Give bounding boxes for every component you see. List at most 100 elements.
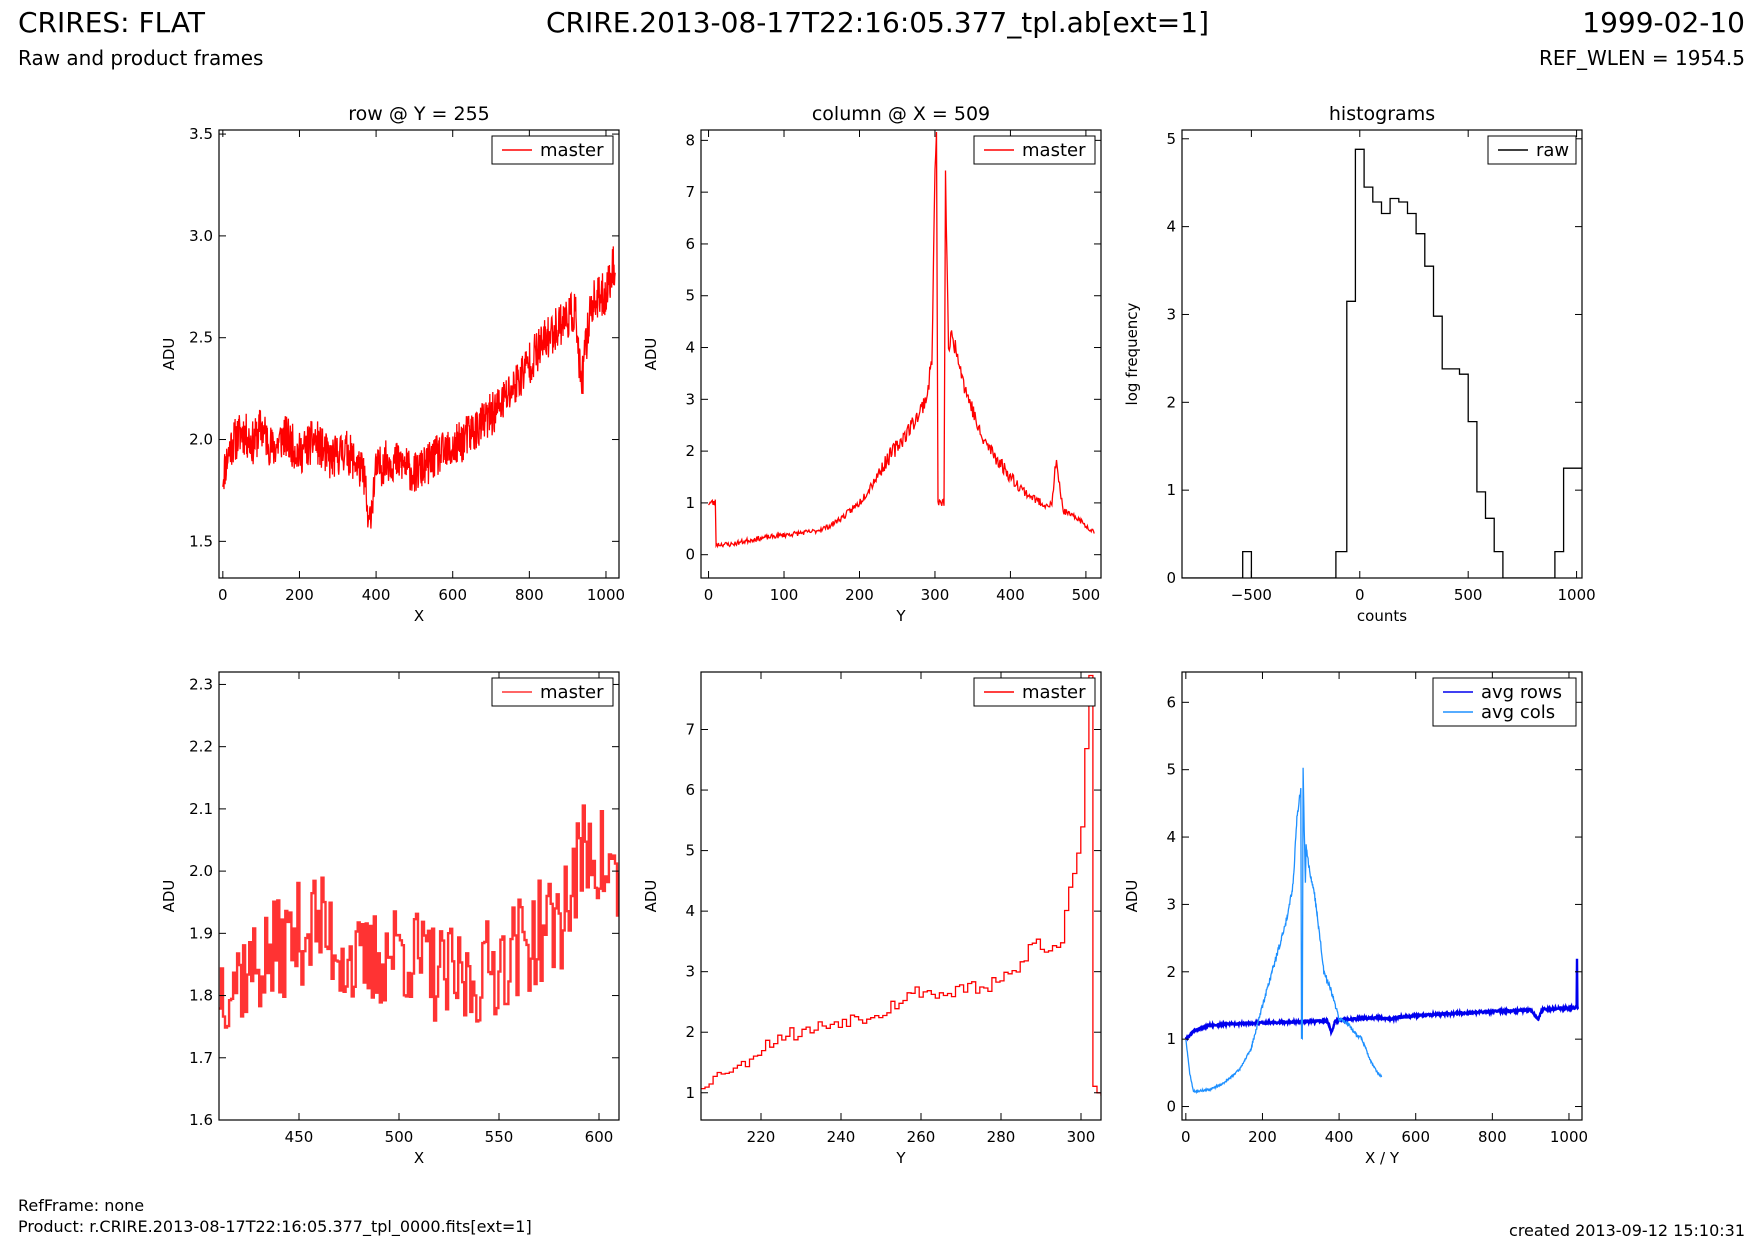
created-timestamp: created 2013-09-12 15:10:31 [1509,1221,1745,1240]
x-tick-label: 1000 [1557,586,1595,604]
legend: master [491,677,614,707]
x-tick-label: 260 [907,1128,936,1146]
y-tick-label: 2.5 [189,329,213,347]
x-tick-label: 400 [362,586,391,604]
legend-entry: master [1022,140,1086,161]
chart-title: column @ X = 509 [812,103,990,125]
chart-avg: 0 200 400 600 800 1000 0 1 2 3 4 5 6 X / Y ADU avg rows… [1123,671,1588,1167]
x-tick-label: 500 [1072,586,1101,604]
legend: master [973,135,1096,165]
x-tick-label: 0 [1355,586,1365,604]
plot-frame [700,129,1102,579]
x-tick-label: 800 [1478,1128,1507,1146]
x-tick-label: 200 [285,586,314,604]
y-tick-label: 2.0 [189,431,213,449]
chart-row: 0 200 400 600 800 1000 1.5 2.0 2.5 3.0 3.5 row @ Y … [160,103,625,625]
x-tick-label: 400 [1325,1128,1354,1146]
legend-entry: master [1022,682,1086,703]
plot-frame [218,129,620,579]
y-tick-label: 5 [685,287,695,305]
y-tick-label: 2.0 [189,862,213,880]
x-axis-label: Y [895,1149,906,1167]
x-tick-label: 550 [485,1128,514,1146]
y-tick-label: 5 [1166,761,1176,779]
x-tick-label: 600 [585,1128,614,1146]
y-tick-label: 3.5 [189,125,213,143]
y-tick-label: 6 [1166,693,1176,711]
x-tick-label: −500 [1231,586,1272,604]
y-tick-label: 3 [1166,305,1176,323]
y-tick-label: 3 [685,963,695,981]
y-tick-label: 2 [1166,393,1176,411]
legend-entry: avg cols [1481,702,1555,723]
x-tick-label: 100 [770,586,799,604]
observation-date: 1999-02-10 [1582,6,1745,39]
x-tick-label: 300 [921,586,950,604]
y-tick-label: 2 [1166,963,1176,981]
y-tick-label: 1.5 [189,532,213,550]
y-tick-label: 6 [685,235,695,253]
frame-name: CRIRE.2013-08-17T22:16:05.377_tpl.ab[ext… [545,6,1209,39]
y-tick-label: 1.8 [189,987,213,1005]
x-tick-label: 300 [1067,1128,1096,1146]
x-tick-label: 500 [1454,586,1483,604]
y-tick-label: 2.1 [189,800,213,818]
series-master [219,804,619,1029]
y-tick-label: 8 [685,131,695,149]
y-tick-label: 2.2 [189,738,213,756]
plot-frame [700,671,1102,1121]
y-tick-label: 3.0 [189,227,213,245]
x-tick-label: 450 [285,1128,314,1146]
x-tick-label: 1000 [1550,1128,1588,1146]
x-tick-label: 600 [438,586,467,604]
y-tick-label: 5 [1166,130,1176,148]
y-axis-label: ADU [160,338,178,371]
x-tick-label: 600 [1401,1128,1430,1146]
y-tick-label: 3 [685,390,695,408]
y-tick-label: 1 [1166,1030,1176,1048]
y-tick-label: 4 [1166,828,1176,846]
x-tick-label: 220 [747,1128,776,1146]
x-axis-label: Y [895,607,906,625]
y-tick-label: 4 [685,902,695,920]
chart-title: row @ Y = 255 [348,103,490,125]
series-raw [1182,148,1582,578]
y-tick-label: 4 [1166,218,1176,236]
legend-entry: master [540,682,604,703]
y-axis-label: ADU [642,338,660,371]
x-axis-label: X / Y [1365,1149,1400,1167]
y-tick-label: 1.9 [189,924,213,942]
chart-title: histograms [1329,103,1435,125]
y-tick-label: 5 [685,842,695,860]
y-tick-label: 0 [685,546,695,564]
x-axis-label: X [414,1149,424,1167]
y-tick-label: 2 [685,1023,695,1041]
x-tick-label: 0 [218,586,228,604]
y-axis-label: log frequency [1123,302,1141,405]
series-avg-cols [1185,767,1383,1095]
y-axis-label: ADU [642,880,660,913]
legend: master [973,677,1096,707]
legend: master [491,135,614,165]
x-tick-label: 800 [515,586,544,604]
series-master [222,246,616,529]
series-master [707,131,1095,549]
legend-entry: avg rows [1481,682,1562,703]
series-avg-rows [1184,958,1580,1042]
y-tick-label: 1 [1166,481,1176,499]
x-tick-label: 500 [385,1128,414,1146]
x-tick-label: 0 [704,586,714,604]
series-master [701,674,1101,1096]
page-subtitle: Raw and product frames [18,46,264,70]
y-tick-label: 1.7 [189,1049,213,1067]
y-tick-label: 0 [1166,1098,1176,1116]
legend-entry: master [540,140,604,161]
ref-frame-note: RefFrame: none [18,1196,145,1215]
x-tick-label: 200 [1248,1128,1277,1146]
y-tick-label: 2 [685,442,695,460]
x-tick-label: 200 [845,586,874,604]
y-tick-label: 2.3 [189,675,213,693]
y-axis-label: ADU [1123,880,1141,913]
page-title: CRIRES: FLAT [18,6,205,39]
